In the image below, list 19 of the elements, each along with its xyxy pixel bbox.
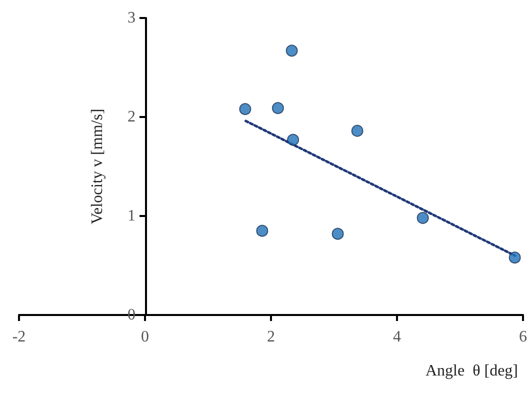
point: [351, 124, 364, 137]
point: [332, 228, 344, 240]
point: [239, 103, 252, 116]
y-tick-label: 3: [128, 10, 136, 26]
y-tick-label: 2: [128, 108, 136, 126]
x-tick-label: 4: [393, 328, 401, 346]
point: [286, 44, 298, 57]
x-axis-title: Angle θ [deg]: [425, 362, 518, 380]
x-tick-label: 0: [141, 328, 149, 346]
x-tick-label: 2: [267, 328, 275, 346]
point: [416, 212, 429, 224]
y-tick-label: 1: [128, 208, 136, 224]
point: [287, 134, 300, 146]
point: [256, 224, 268, 237]
point: [272, 102, 284, 114]
point: [508, 252, 521, 264]
y-axis-title: Velocity v [mm/s]: [89, 108, 106, 224]
x-tick-label: 6: [519, 328, 527, 346]
x-tick-label: -2: [12, 328, 26, 346]
